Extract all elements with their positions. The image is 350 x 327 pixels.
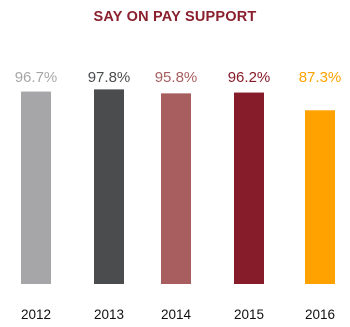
- x-tick-label-2013: 2013: [94, 307, 124, 322]
- value-labels-group: 96.7% 97.8% 95.8% 96.2% 87.3%: [15, 69, 342, 86]
- x-tick-label-2012: 2012: [21, 307, 51, 322]
- value-label-2012: 96.7%: [15, 69, 58, 86]
- x-tick-labels-group: 2012 2013 2014 2015 2016: [21, 307, 335, 322]
- bars-group: [21, 89, 335, 285]
- x-tick-label-2014: 2014: [161, 307, 192, 322]
- value-label-2014: 95.8%: [155, 69, 198, 86]
- bar-2015: [234, 92, 264, 284]
- bar-2013: [94, 89, 124, 285]
- bar-2012: [21, 91, 51, 284]
- value-label-2016: 87.3%: [299, 69, 342, 86]
- chart-title: SAY ON PAY SUPPORT: [93, 9, 257, 25]
- x-tick-label-2015: 2015: [234, 307, 264, 322]
- value-label-2015: 96.2%: [228, 69, 271, 86]
- bar-2014: [161, 93, 191, 284]
- bar-2016: [305, 110, 335, 284]
- x-tick-label-2016: 2016: [305, 307, 335, 322]
- value-label-2013: 97.8%: [88, 69, 131, 86]
